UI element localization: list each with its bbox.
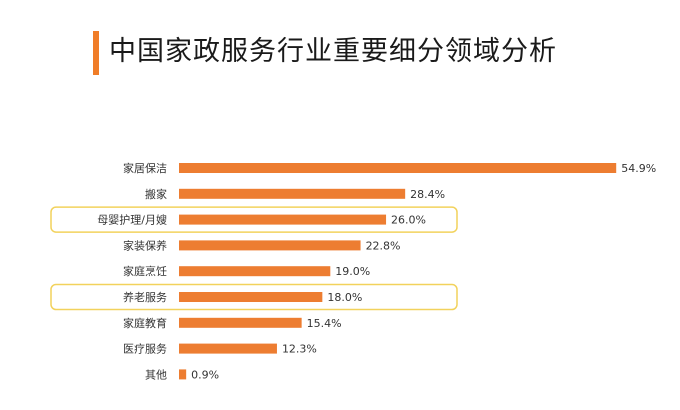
bar [179,266,331,277]
bar [179,240,361,251]
highlight-box [50,283,458,311]
bar [179,188,406,199]
category-label: 家庭烹饪 [123,264,167,278]
bar [179,292,323,302]
category-label: 母婴护理/月嫂 [97,213,167,227]
highlight-box [50,206,458,233]
value-label: 0.9% [191,368,219,381]
category-label: 家庭教育 [123,316,167,330]
page-title: 中国家政服务行业重要细分领域分析 [109,36,557,67]
bar [179,163,617,173]
bar [179,369,187,380]
value-label: 28.4% [410,188,445,201]
category-label: 其他 [145,368,167,381]
bar [179,317,302,328]
value-label: 54.9% [621,162,656,175]
category-label: 医疗服务 [123,342,167,356]
category-label: 养老服务 [123,290,167,304]
title-accent-bar [93,31,99,75]
category-label: 家居保洁 [123,161,167,175]
value-label: 22.8% [366,239,401,252]
value-label: 12.3% [282,343,317,356]
value-label: 19.0% [335,265,370,278]
value-label: 26.0% [391,214,426,227]
bar [179,214,387,225]
value-label: 15.4% [307,317,342,330]
category-label: 家装保养 [123,238,167,252]
category-label: 搬家 [145,187,167,201]
bar [179,343,277,354]
value-label: 18.0% [327,291,362,304]
